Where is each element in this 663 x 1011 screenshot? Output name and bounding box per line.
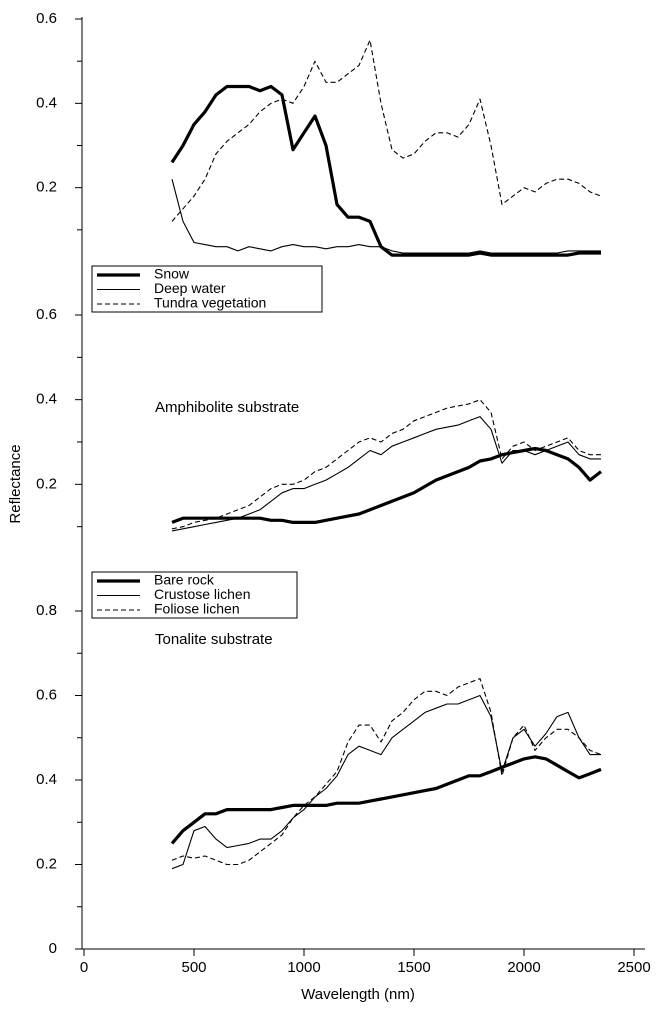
legend-label: Deep water	[154, 280, 226, 296]
data-line	[171, 446, 602, 524]
x-axis-label: Wavelength (nm)	[301, 986, 415, 1003]
y-tick-label: 0.4	[36, 391, 57, 408]
y-tick-label: 0.4	[36, 771, 57, 788]
legend-label: Foliose lichen	[154, 601, 240, 617]
y-tick-label: 0.2	[36, 855, 57, 872]
annotation: Tonalite substrate	[155, 631, 273, 648]
y-tick-label: 0	[49, 940, 57, 957]
annotation: Amphibolite substrate	[155, 399, 299, 416]
data-line	[171, 678, 602, 866]
x-tick-label: 1500	[397, 959, 430, 976]
data-line	[171, 399, 601, 530]
x-tick-label: 0	[80, 959, 88, 976]
data-line	[171, 416, 601, 532]
data-line	[170, 84, 601, 257]
legend-label: Crustose lichen	[154, 586, 251, 602]
x-tick-label: 2000	[507, 959, 540, 976]
y-tick-label: 0.2	[36, 475, 57, 492]
y-tick-label: 0.4	[36, 94, 57, 111]
y-tick-label: 0.6	[36, 10, 57, 27]
legend-label: Bare rock	[154, 572, 215, 588]
data-line	[170, 755, 602, 845]
x-tick-label: 2500	[617, 959, 650, 976]
legend-label: Snow	[154, 266, 190, 282]
data-line	[171, 694, 601, 870]
x-tick-label: 1000	[287, 959, 320, 976]
y-tick-label: 0.2	[36, 179, 57, 196]
y-tick-label: 0.6	[36, 686, 57, 703]
data-line	[171, 179, 601, 254]
legend-label: Tundra vegetation	[154, 295, 266, 311]
y-tick-label: 0.8	[36, 602, 57, 619]
x-tick-label: 500	[181, 959, 206, 976]
y-tick-label: 0.6	[36, 306, 57, 323]
data-line	[171, 39, 602, 222]
y-axis-label: Reflectance	[7, 444, 24, 523]
